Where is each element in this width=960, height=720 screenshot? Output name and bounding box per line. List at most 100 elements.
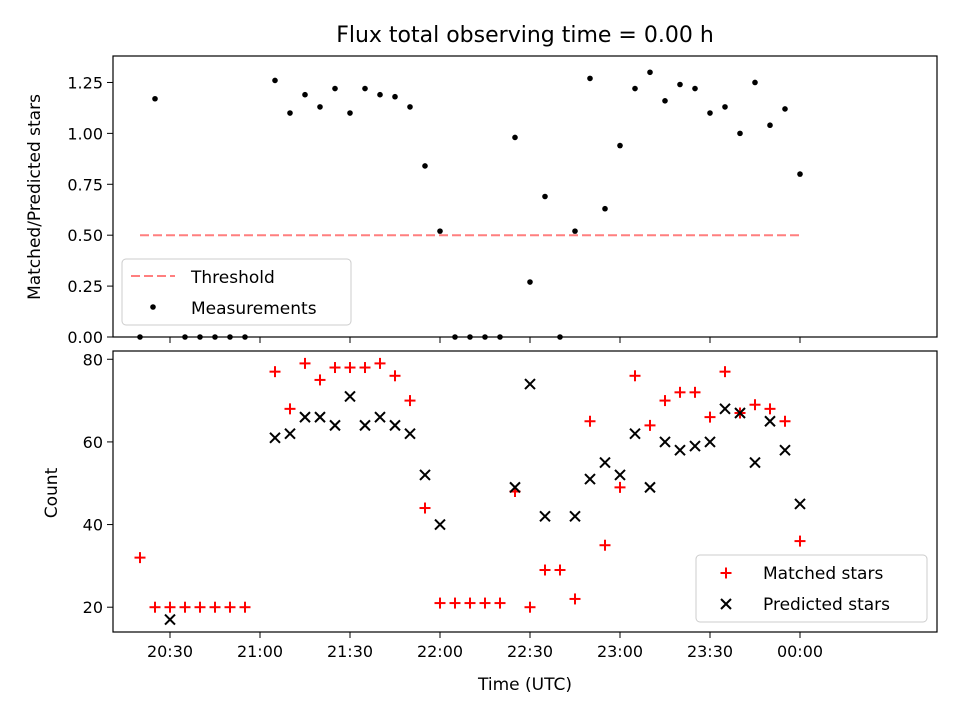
predicted-star-point: [584, 473, 596, 485]
measurement-point: [782, 106, 788, 112]
measurement-point: [392, 93, 398, 100]
x-tick-label: 20:30: [147, 642, 193, 661]
predicted-star-point: [644, 481, 656, 494]
matched-star-point: [719, 366, 731, 378]
matched-star-point: [464, 597, 476, 609]
predicted-star-point: [704, 436, 716, 448]
matched-star-point: [629, 370, 641, 382]
measurement-point: [632, 85, 638, 92]
ratio-tick-label: 1.00: [67, 124, 103, 143]
predicted-star-point: [434, 518, 446, 531]
x-axis-label: Time (UTC): [477, 675, 572, 695]
matched-star-point: [404, 395, 416, 407]
legend-box: [121, 258, 352, 326]
measurement-point: [677, 81, 683, 88]
predicted-star-point: [569, 510, 581, 523]
legend-count: Matched stars Predicted stars: [695, 554, 928, 623]
measurement-point: [662, 97, 668, 104]
measurement-point: [617, 142, 623, 149]
measurement-point: [467, 334, 473, 340]
plot-frame: [112, 350, 938, 633]
predicted-star-point: [314, 411, 326, 423]
predicted-star-point: [794, 498, 806, 510]
measurement-point: [407, 104, 413, 110]
matched-star-point: [479, 597, 491, 609]
measurement-point: [512, 134, 518, 141]
legend-measurements-label: Measurements: [191, 299, 317, 319]
ratio-tick-label: 0.00: [67, 328, 103, 347]
matched-star-point: [494, 597, 506, 609]
matched-star-point: [374, 357, 386, 369]
measurement-point: [692, 85, 698, 92]
predicted-star-point: [359, 419, 371, 432]
predicted-star-point: [164, 613, 176, 626]
measurement-point: [497, 334, 503, 340]
matched-star-point: [599, 539, 611, 551]
measurement-point: [242, 334, 248, 340]
ratio-tick-label: 1.25: [67, 73, 103, 92]
count-tick-label: 40: [83, 516, 103, 535]
legend-ratio: Threshold Measurements: [121, 258, 352, 326]
measurement-point: [362, 85, 368, 92]
predicted-star-point: [779, 444, 791, 456]
predicted-star-point: [539, 510, 551, 523]
legend-predicted-swatch: [720, 598, 732, 610]
matched-star-point: [704, 411, 716, 423]
matched-star-point: [554, 564, 566, 576]
measurement-point: [302, 91, 308, 98]
plot-frame: [112, 55, 938, 338]
predicted-star-point: [509, 481, 521, 494]
measurement-point: [212, 334, 218, 340]
count-panel: 20 40 60 80 20:30 21:00 21:30 22:00 22:30 23:00 23…: [83, 350, 938, 661]
ratio-tick-label: 0.50: [67, 226, 103, 245]
matched-star-point: [329, 362, 341, 374]
measurement-point: [557, 334, 563, 340]
ratio-tick-label: 0.75: [67, 175, 103, 194]
matched-star-point: [224, 601, 236, 613]
matched-star-point: [134, 552, 146, 564]
measurement-point: [422, 163, 428, 169]
predicted-star-point: [674, 444, 686, 456]
matched-star-point: [269, 366, 281, 378]
y-axis-label-ratio: Matched/Predicted stars: [25, 94, 45, 300]
x-tick-label: 21:00: [237, 642, 283, 661]
predicted-star-point: [599, 456, 611, 469]
x-tick-label: 00:00: [777, 642, 823, 661]
predicted-star-point: [419, 469, 431, 481]
predicted-star-point: [629, 427, 641, 440]
count-tick-label: 80: [83, 350, 103, 369]
measurement-point: [767, 122, 773, 129]
matched-star-point: [149, 601, 161, 613]
matched-star-point: [314, 374, 326, 386]
x-tick-label: 23:30: [687, 642, 733, 661]
predicted-star-point: [764, 415, 776, 427]
legend-box: [695, 554, 928, 623]
matched-star-point: [659, 395, 671, 407]
measurement-point: [482, 334, 488, 340]
measurement-point: [272, 77, 278, 84]
matched-star-point: [689, 386, 701, 398]
predicted-star-point: [329, 419, 341, 432]
matched-star-point: [764, 403, 776, 415]
matched-star-point: [584, 415, 596, 427]
matched-star-point: [569, 593, 581, 605]
x-tick-label: 23:00: [597, 642, 643, 661]
predicted-star-point: [344, 390, 356, 403]
matched-star-point: [299, 357, 311, 369]
x-tick-label: 22:30: [507, 642, 553, 661]
measurement-point: [227, 334, 233, 340]
measurement-point: [332, 85, 338, 92]
measurement-point: [437, 228, 443, 234]
predicted-star-point: [524, 378, 536, 390]
y-axis-label-count: Count: [42, 467, 62, 518]
predicted-star-point: [284, 427, 296, 440]
predicted-star-point: [689, 440, 701, 452]
measurement-point: [377, 91, 383, 98]
ratio-panel: 0.00 0.25 0.50 0.75 1.00 1.25 Threshold Measure…: [67, 55, 938, 347]
legend-matched-swatch: [720, 567, 732, 579]
predicted-star-point: [374, 411, 386, 423]
matched-star-point: [194, 601, 206, 613]
matched-star-point: [419, 502, 431, 514]
matched-star-point: [779, 415, 791, 427]
measurement-point: [587, 75, 593, 82]
